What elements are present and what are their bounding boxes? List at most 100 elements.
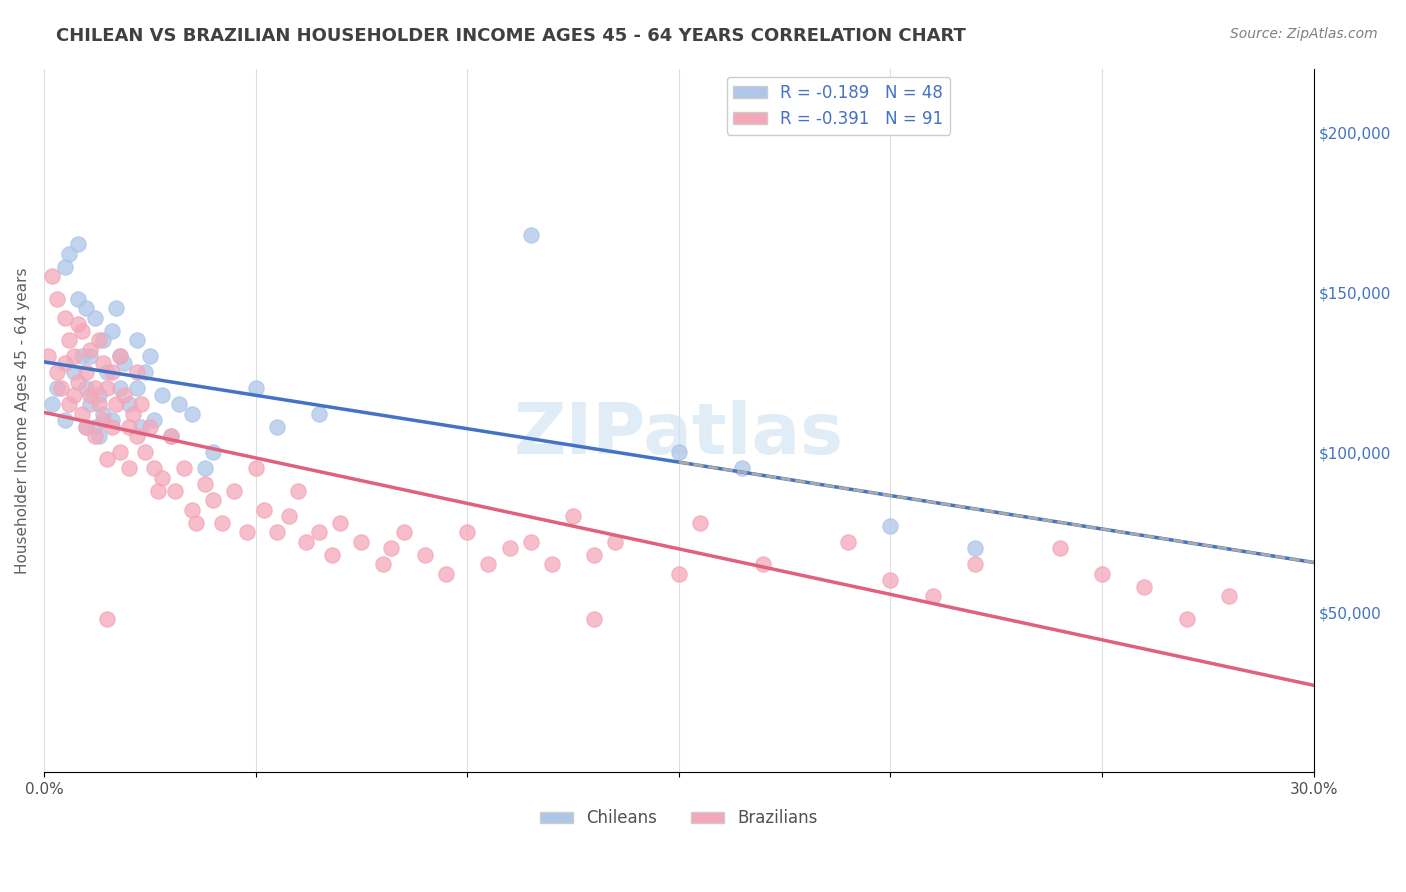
Point (83, 310, 105, 325)
Point (562, 509, 585, 524)
Text: CHILEAN VS BRAZILIAN HOUSEHOLDER INCOME AGES 45 - 64 YEARS CORRELATION CHART: CHILEAN VS BRAZILIAN HOUSEHOLDER INCOME … (56, 27, 966, 45)
Point (413, 548, 436, 562)
Point (266, 525, 288, 540)
Point (392, 525, 415, 540)
Point (211, 516, 233, 530)
Point (434, 566, 457, 581)
Point (160, 429, 183, 443)
Point (53, 260, 76, 274)
Point (91, 334, 114, 348)
Point (87, 334, 110, 348)
Point (138, 349, 160, 363)
Point (125, 334, 148, 348)
Point (100, 365, 122, 379)
Point (70, 324, 93, 338)
Point (165, 483, 187, 498)
Point (104, 301, 127, 316)
Point (837, 534, 859, 549)
Point (689, 516, 711, 530)
Point (87, 397, 110, 411)
Legend: Chileans, Brazilians: Chileans, Brazilians (533, 803, 824, 834)
Point (329, 516, 352, 530)
Point (129, 419, 152, 434)
Point (245, 381, 267, 395)
Point (965, 557, 987, 571)
Point (45, 381, 67, 395)
Point (87, 387, 110, 401)
Point (1133, 580, 1156, 594)
Point (41, 397, 63, 411)
Point (125, 365, 148, 379)
Point (91, 407, 114, 421)
Point (91, 356, 114, 370)
Point (456, 525, 478, 540)
Point (152, 387, 174, 401)
Point (169, 397, 191, 411)
Point (752, 557, 775, 571)
Point (87, 429, 110, 443)
Point (66, 237, 89, 252)
Point (62, 365, 84, 379)
Point (70, 407, 93, 421)
Point (160, 429, 183, 443)
Point (138, 419, 160, 434)
Y-axis label: Householder Income Ages 45 - 64 years: Householder Income Ages 45 - 64 years (15, 267, 30, 574)
Point (308, 407, 330, 421)
Point (70, 349, 93, 363)
Point (79, 387, 101, 401)
Point (134, 445, 156, 459)
Point (100, 324, 122, 338)
Point (583, 548, 606, 562)
Point (121, 407, 143, 421)
Point (41, 269, 63, 284)
Point (1091, 566, 1114, 581)
Point (519, 227, 541, 242)
Point (79, 343, 101, 357)
Point (879, 573, 901, 587)
Point (236, 525, 259, 540)
Point (79, 397, 101, 411)
Point (100, 419, 122, 434)
Point (224, 483, 246, 498)
Point (142, 461, 165, 475)
Point (152, 471, 174, 485)
Point (1218, 589, 1240, 603)
Point (83, 429, 105, 443)
Point (477, 557, 499, 571)
Point (83, 419, 105, 434)
Point (66, 292, 89, 306)
Point (266, 419, 288, 434)
Point (731, 461, 754, 475)
Point (53, 356, 76, 370)
Point (181, 503, 204, 517)
Point (62, 349, 84, 363)
Point (75, 301, 97, 316)
Point (91, 413, 114, 427)
Point (62, 387, 84, 401)
Point (49, 381, 72, 395)
Point (321, 548, 343, 562)
Point (117, 397, 139, 411)
Point (148, 483, 170, 498)
Point (129, 397, 152, 411)
Text: Source: ZipAtlas.com: Source: ZipAtlas.com (1230, 27, 1378, 41)
Point (668, 566, 690, 581)
Point (134, 365, 156, 379)
Point (104, 397, 127, 411)
Point (100, 413, 122, 427)
Point (605, 534, 627, 549)
Point (1175, 611, 1198, 625)
Point (519, 534, 541, 549)
Point (498, 541, 520, 556)
Point (112, 356, 135, 370)
Point (186, 516, 208, 530)
Point (108, 381, 131, 395)
Point (96, 381, 118, 395)
Point (112, 387, 135, 401)
Point (540, 557, 562, 571)
Point (108, 349, 131, 363)
Point (202, 493, 225, 508)
Point (45, 292, 67, 306)
Point (371, 557, 394, 571)
Point (108, 349, 131, 363)
